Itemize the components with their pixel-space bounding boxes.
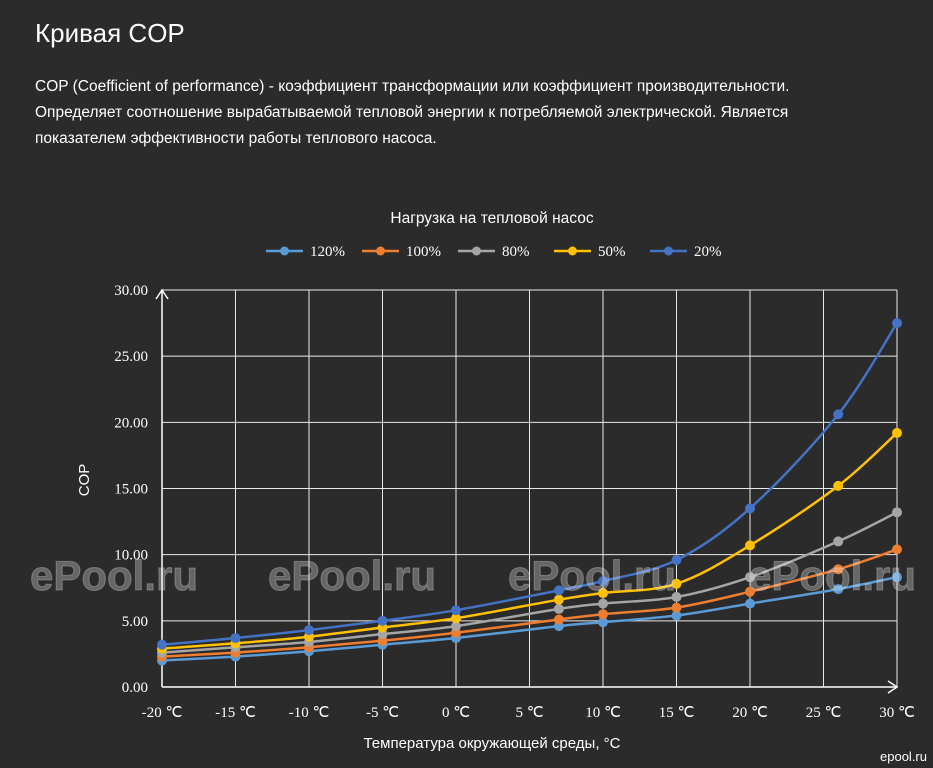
x-tick-label: 20 ℃: [732, 705, 768, 721]
legend-item: 120%: [266, 244, 345, 260]
page-title: Кривая COP: [35, 18, 185, 48]
chart-title: Нагрузка на тепловой насос: [390, 210, 593, 227]
data-point: [230, 633, 241, 644]
data-point: [671, 610, 682, 621]
x-tick-label: 15 ℃: [659, 705, 695, 721]
x-tick-label: 5 ℃: [515, 705, 543, 721]
data-point: [833, 480, 844, 491]
data-point: [833, 564, 844, 575]
data-point: [553, 585, 564, 596]
data-point: [745, 540, 755, 551]
watermark-text: ePool.ru: [748, 552, 916, 599]
series-20%: [157, 318, 902, 650]
data-point: [892, 572, 902, 583]
data-point: [833, 536, 844, 547]
intro-line: COP (Coefficient of performance) - коэфф…: [35, 78, 790, 95]
data-point: [377, 615, 388, 626]
data-point: [598, 609, 608, 620]
y-tick-label: 0.00: [122, 680, 148, 696]
legend-item: 80%: [458, 244, 530, 260]
legend-swatch-marker: [280, 246, 289, 256]
data-point: [157, 639, 167, 650]
data-point: [892, 318, 902, 329]
corner-watermark: epool.ru: [880, 749, 927, 764]
legend-swatch-marker: [568, 246, 577, 256]
watermark-text: ePool.ru: [268, 552, 436, 599]
watermark-text: ePool.ru: [508, 552, 676, 599]
y-tick-label: 30.00: [114, 283, 148, 299]
data-point: [671, 578, 682, 589]
chart-axes: [155, 288, 899, 694]
legend-label: 50%: [598, 244, 626, 260]
chart-grid: [162, 289, 898, 687]
data-point: [451, 613, 461, 624]
intro-line: показателем эффективности работы теплово…: [35, 130, 437, 147]
data-point: [304, 625, 314, 636]
chart-legend: 120% 100% 80% 50% 20%: [266, 244, 722, 260]
x-tick-labels: -20 ℃ -15 ℃ -10 ℃ -5 ℃ 0 ℃ 5 ℃ 10 ℃ 15 ℃ 20 ℃ 25 …: [142, 705, 915, 721]
data-point: [598, 576, 608, 587]
data-point: [671, 554, 682, 565]
legend-swatch-marker: [376, 246, 385, 256]
data-point: [451, 605, 461, 616]
data-point: [553, 614, 564, 625]
x-tick-label: -10 ℃: [289, 705, 330, 721]
x-tick-label: -15 ℃: [215, 705, 256, 721]
data-point: [671, 602, 682, 613]
legend-label: 120%: [310, 244, 345, 260]
x-tick-label: -20 ℃: [142, 705, 183, 721]
y-tick-label: 25.00: [114, 349, 148, 365]
data-point: [892, 507, 902, 518]
chart-series: [157, 318, 902, 666]
watermarks: ePool.ru ePool.ru ePool.ru ePool.ru: [30, 552, 917, 600]
legend-swatch-marker: [664, 246, 673, 256]
data-point: [553, 603, 564, 614]
x-tick-label: 0 ℃: [442, 705, 470, 721]
y-axis-arrow: [155, 288, 169, 300]
y-tick-label: 15.00: [114, 482, 148, 498]
legend-label: 20%: [694, 244, 722, 260]
x-tick-label: 25 ℃: [806, 705, 842, 721]
legend-label: 80%: [502, 244, 530, 260]
legend-item: 20%: [650, 244, 722, 260]
data-point: [745, 503, 755, 514]
series-100%: [157, 544, 902, 662]
x-axis-label: Температура окружающей среды, °C: [363, 735, 620, 752]
data-point: [833, 584, 844, 595]
data-point: [598, 588, 608, 599]
data-point: [892, 427, 902, 438]
intro-line: Определяет соотношение вырабатываемой те…: [35, 104, 789, 121]
intro-text: COP (Coefficient of performance) - коэфф…: [35, 74, 905, 152]
data-point: [833, 409, 844, 420]
data-point: [598, 598, 608, 609]
data-point: [598, 617, 608, 628]
y-axis-label: COP: [76, 464, 93, 497]
data-point: [671, 592, 682, 603]
data-point: [892, 544, 902, 555]
legend-item: 50%: [554, 244, 626, 260]
data-point: [745, 598, 755, 609]
y-tick-label: 5.00: [122, 614, 148, 630]
y-tick-label: 20.00: [114, 415, 148, 431]
legend-item: 100%: [362, 244, 441, 260]
data-point: [553, 594, 564, 605]
y-tick-label: 10.00: [114, 548, 148, 564]
x-axis-arrow: [887, 680, 899, 694]
data-point: [745, 586, 755, 597]
series-50%: [157, 427, 902, 654]
y-tick-labels: 0.00 5.00 10.00 15.00 20.00 25.00 30.00: [114, 283, 148, 696]
watermark-text: ePool.ru: [30, 552, 198, 599]
legend-swatch-marker: [472, 246, 481, 256]
x-tick-label: -5 ℃: [366, 705, 399, 721]
x-tick-label: 30 ℃: [879, 705, 915, 721]
x-tick-label: 10 ℃: [585, 705, 621, 721]
data-point: [745, 572, 755, 583]
data-point: [451, 621, 461, 632]
legend-label: 100%: [406, 244, 441, 260]
